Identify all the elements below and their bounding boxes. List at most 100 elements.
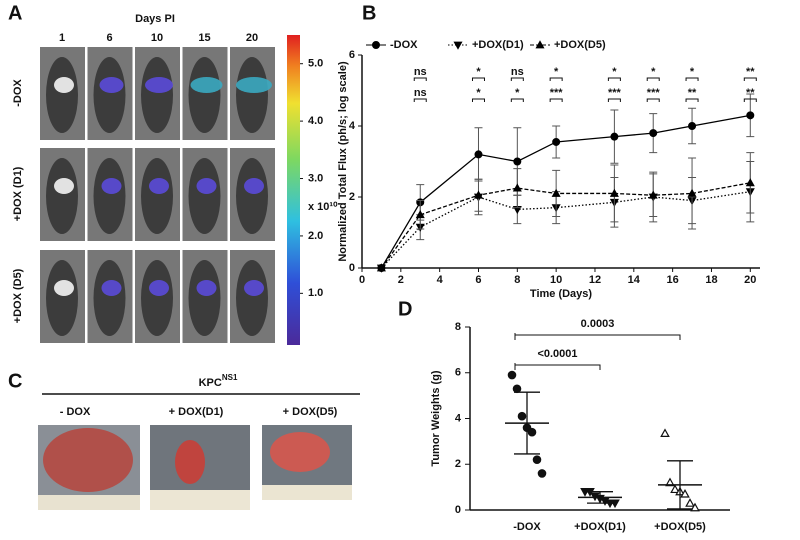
x-tick-label: 12 (589, 274, 601, 286)
x-tick-label: 0 (359, 274, 365, 286)
sd-bar (514, 391, 540, 455)
tumor (175, 440, 205, 484)
legend-marker (453, 41, 463, 50)
significance-bracket (510, 98, 524, 102)
colorbar (287, 35, 300, 345)
significance-label: * (515, 87, 520, 99)
panel-label: A (8, 2, 22, 24)
significance-bracket (471, 98, 485, 102)
significance-label: * (651, 66, 656, 78)
significance-label: ** (746, 87, 755, 99)
x-tick-label: 10 (550, 274, 562, 286)
y-tick-label: 6 (455, 367, 461, 379)
x-axis-label: Time (Days) (530, 288, 592, 300)
signal (54, 77, 74, 93)
panel-label: D (398, 298, 412, 320)
marker (660, 428, 670, 438)
mouse-body (46, 260, 78, 336)
marker (610, 132, 619, 141)
row-label: +DOX (D5) (12, 268, 24, 323)
significance-bracket (685, 98, 699, 102)
marker (512, 183, 522, 192)
tumor (43, 428, 133, 492)
colorbar-tick-label: 2.0 (308, 230, 323, 242)
marker (690, 502, 700, 512)
x-tick-label: -DOX (513, 521, 541, 533)
marker (551, 188, 561, 197)
panel-c-title: KPCNS1 (199, 373, 238, 389)
marker (680, 488, 690, 498)
signal (196, 178, 217, 194)
y-tick-label: 8 (455, 321, 461, 333)
mouse-body (46, 158, 78, 234)
significance-label: ** (746, 66, 755, 78)
significance-bracket (413, 77, 427, 81)
significance-bracket (646, 98, 660, 102)
series-line (380, 114, 751, 269)
mouse-body (141, 158, 173, 234)
colorbar-tick-label: 1.0 (308, 287, 323, 299)
row-label: -DOX (12, 79, 24, 107)
mouse-body (93, 260, 126, 336)
y-tick-label: 4 (349, 120, 356, 132)
legend-label: +DOX(D5) (554, 39, 606, 51)
colorbar-tick-label: 3.0 (308, 172, 323, 184)
photo-label: - DOX (60, 406, 91, 418)
significance-bracket (607, 77, 621, 81)
day-label: 20 (246, 32, 258, 44)
day-label: 15 (198, 32, 210, 44)
ruler (262, 485, 352, 500)
significance-label: * (612, 66, 617, 78)
comparison-bracket (514, 333, 681, 340)
x-tick-label: 20 (744, 274, 756, 286)
x-tick-label: 6 (475, 274, 481, 286)
panel-label: B (362, 2, 376, 24)
marker (527, 427, 537, 437)
marker (513, 157, 522, 166)
legend-marker (535, 40, 545, 49)
significance-bracket (607, 98, 621, 102)
mouse-body (141, 260, 173, 336)
signal (99, 77, 124, 93)
marker (512, 384, 522, 394)
comparison-bracket (514, 363, 601, 370)
tumor (270, 432, 330, 472)
x-tick-label: 4 (437, 274, 444, 286)
significance-label: ns (511, 66, 524, 78)
photo-label: + DOX(D1) (169, 406, 224, 418)
marker (687, 188, 697, 197)
y-axis-label: Normalized Total Flux (ph/s; log scale) (337, 61, 349, 262)
significance-bracket (549, 77, 563, 81)
marker (517, 411, 527, 421)
x-tick-label: 16 (667, 274, 679, 286)
x-tick-label: +DOX(D5) (654, 521, 706, 533)
title-sup: NS1 (222, 373, 238, 382)
y-tick-label: 2 (455, 458, 461, 470)
signal (54, 178, 74, 194)
ruler (38, 495, 140, 510)
legend-marker (372, 41, 380, 49)
panel-label: C (8, 370, 22, 392)
significance-bracket (743, 77, 757, 81)
comparison-label: 0.0003 (581, 318, 615, 330)
signal (54, 280, 74, 296)
signal (101, 280, 122, 296)
marker (532, 455, 542, 464)
signal (149, 178, 169, 194)
signal (149, 280, 169, 296)
significance-label: ns (414, 87, 427, 99)
significance-label: * (476, 66, 481, 78)
marker (415, 210, 425, 219)
colorbar-tick-label: 4.0 (308, 115, 323, 127)
mouse-body (46, 57, 78, 133)
x-tick-label: 18 (705, 274, 717, 286)
signal (196, 280, 217, 296)
significance-label: *** (550, 87, 564, 99)
significance-label: ns (414, 66, 427, 78)
significance-label: *** (647, 87, 661, 99)
mouse-body (188, 57, 221, 133)
significance-bracket (471, 77, 485, 81)
title-main: KPC (199, 377, 222, 389)
y-tick-label: 6 (349, 49, 355, 61)
significance-bracket (413, 98, 427, 102)
